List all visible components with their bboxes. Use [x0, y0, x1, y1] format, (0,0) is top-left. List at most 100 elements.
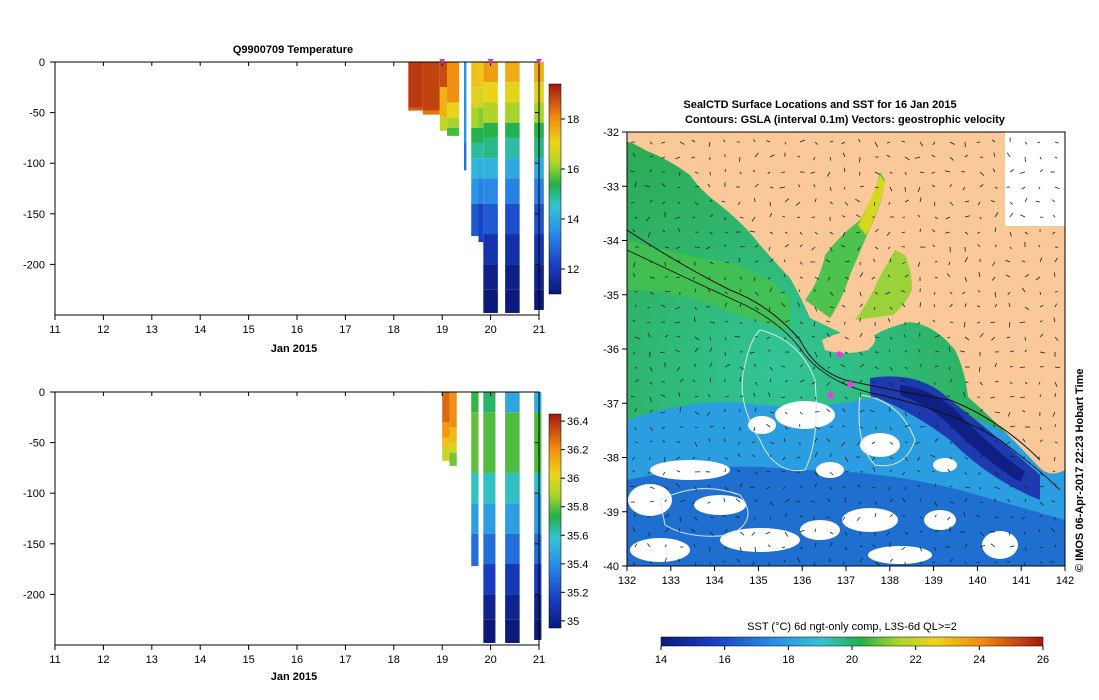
velocity-vector-725	[634, 511, 636, 518]
velocity-vector-125	[769, 201, 771, 207]
velocity-vector-282	[946, 273, 951, 278]
sst-cbar-label-24: 24	[973, 654, 985, 666]
velocity-vector-356	[754, 319, 757, 323]
velocity-vector-421	[859, 351, 863, 356]
velocity-vector-245	[825, 259, 831, 263]
velocity-vector-145	[634, 216, 638, 219]
velocity-vector-217	[840, 244, 846, 248]
salinity-xtick-label-13: 13	[146, 654, 158, 666]
map-ytick-label--37: -37	[603, 398, 619, 410]
velocity-vector-48	[914, 156, 921, 159]
salinity-xtick-label-16: 16	[291, 654, 303, 666]
velocity-vector-212	[768, 246, 771, 251]
velocity-vector-146	[645, 216, 651, 221]
sst-cbar-label-18: 18	[782, 654, 794, 666]
velocity-vector-787	[693, 543, 696, 548]
velocity-vector-214	[799, 243, 803, 248]
velocity-vector-729	[694, 516, 698, 521]
velocity-vector-673	[724, 486, 729, 491]
velocity-vector-332	[829, 306, 834, 308]
velocity-vector-76	[904, 171, 907, 176]
velocity-vector-524	[660, 411, 666, 414]
velocity-vector-810	[1039, 546, 1044, 549]
velocity-vector-312	[962, 291, 966, 295]
velocity-vector-641	[676, 470, 681, 473]
salinity-axes: 11 12 13 14 15 16 17 18 19 20 21 0 -50 -100 -150 -200	[23, 387, 545, 666]
velocity-vector-497	[694, 395, 699, 398]
velocity-vector-283	[964, 276, 968, 282]
velocity-vector-657	[917, 469, 921, 473]
velocity-vector-560	[766, 423, 771, 428]
temperature-panel: Q9900709 Temperature 11 12 13 14 15 16 17 18 19 2…	[23, 44, 579, 355]
velocity-vector-680	[829, 486, 833, 490]
velocity-vector-567	[874, 426, 878, 430]
velocity-vector-543	[949, 411, 953, 415]
velocity-vector-493	[630, 395, 636, 398]
velocity-vector-622	[829, 453, 832, 458]
velocity-vector-532	[784, 411, 788, 415]
salinity-cbar-label-36.4: 36.4	[567, 416, 588, 428]
velocity-vector-492	[1054, 381, 1058, 387]
salinity-profile-4-segment-7	[505, 619, 520, 643]
velocity-vector-95	[754, 183, 759, 188]
temperature-ytick-label--200: -200	[23, 259, 45, 271]
velocity-vector-227	[994, 244, 997, 248]
velocity-vector-454	[919, 363, 922, 368]
velocity-vector-677	[782, 486, 786, 489]
velocity-vector-106	[917, 186, 921, 193]
velocity-vector-126	[784, 198, 790, 203]
velocity-vector-793	[781, 546, 786, 549]
velocity-vector-559	[753, 426, 756, 432]
temperature-profile-5-segment-6	[471, 178, 479, 204]
velocity-vector-759	[709, 531, 714, 536]
velocity-vector-390	[826, 332, 831, 338]
salinity-profile-5-segment-7	[534, 619, 542, 640]
velocity-vector-676	[766, 486, 771, 490]
temperature-profile-7-segment-0	[483, 62, 498, 83]
velocity-vector-167	[964, 215, 971, 218]
temperature-profile-8-segment-10	[505, 289, 520, 313]
temperature-profile-5-segment-1	[471, 87, 479, 108]
velocity-vector-242	[783, 259, 786, 263]
velocity-vector-230	[1038, 244, 1041, 248]
velocity-vector-658	[932, 470, 936, 473]
velocity-vector-96	[769, 186, 774, 189]
velocity-vector-668	[649, 486, 655, 490]
velocity-vector-342	[977, 305, 981, 308]
velocity-vector-781	[1038, 528, 1041, 533]
velocity-vector-752	[1039, 515, 1043, 518]
map-ytick-label--38: -38	[603, 453, 619, 465]
velocity-vector-756	[664, 527, 669, 533]
velocity-vector-83	[1009, 169, 1014, 173]
temperature-profile-0-segment-1	[408, 107, 423, 111]
velocity-vector-386	[766, 336, 771, 340]
salinity-cbar-label-35.8: 35.8	[567, 502, 588, 514]
salinity-cbar-label-36.2: 36.2	[567, 445, 588, 457]
temperature-profile-0-segment-0	[408, 62, 423, 108]
velocity-vector-194	[931, 229, 936, 233]
velocity-vector-603	[979, 440, 984, 443]
velocity-vector-411	[709, 347, 713, 353]
salinity-profile-0-segment-2	[442, 437, 450, 448]
temperature-profile-8-segment-2	[505, 102, 520, 123]
velocity-vector-546	[994, 411, 1000, 414]
velocity-vector-648	[781, 471, 786, 473]
velocity-vector-654	[873, 467, 876, 473]
velocity-vector-210	[739, 245, 745, 248]
velocity-vector-313	[977, 290, 981, 293]
salinity-ytick-label--200: -200	[23, 589, 45, 601]
velocity-vector-43	[842, 152, 846, 158]
velocity-vector-326	[739, 302, 742, 308]
map-area	[627, 132, 1065, 566]
velocity-vector-730	[709, 516, 715, 519]
velocity-vector-296	[724, 291, 728, 295]
velocity-vector-832	[931, 561, 936, 564]
velocity-vector-468	[692, 379, 696, 383]
salinity-profile-5-segment-0	[534, 392, 542, 413]
velocity-vector-782	[1050, 527, 1056, 533]
velocity-vector-13	[829, 140, 834, 143]
velocity-vector-621	[814, 451, 818, 458]
velocity-vector-538	[869, 409, 876, 413]
velocity-vector-689	[964, 486, 970, 489]
salinity-profile-3-segment-4	[483, 533, 496, 565]
